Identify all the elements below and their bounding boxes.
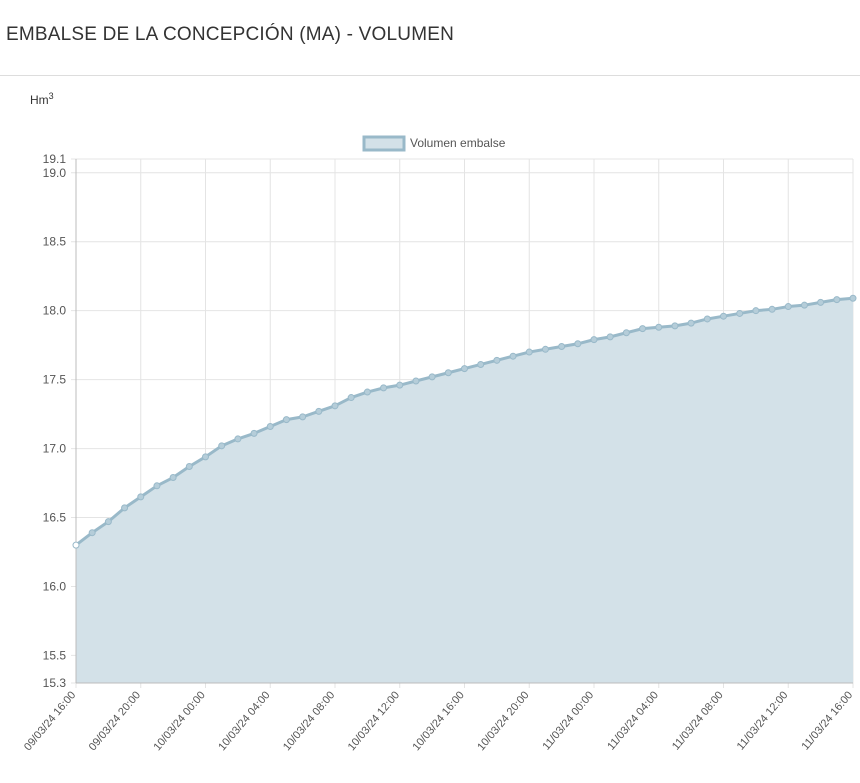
- x-tick-label: 11/03/24 04:00: [605, 689, 661, 752]
- series-area-fill: [76, 298, 853, 683]
- data-point: [169, 474, 177, 482]
- x-tick-label: 10/03/24 16:00: [410, 689, 466, 753]
- data-point: [655, 323, 663, 331]
- x-tick-label: 10/03/24 12:00: [346, 689, 402, 753]
- y-tick-label: 16.5: [43, 511, 67, 525]
- data-point: [687, 319, 695, 327]
- data-point: [380, 384, 388, 392]
- data-point: [833, 296, 841, 304]
- data-point: [396, 381, 404, 389]
- data-point: [315, 407, 323, 415]
- x-tick-label: 09/03/24 20:00: [87, 689, 143, 753]
- data-point: [347, 394, 355, 402]
- data-point: [153, 482, 161, 490]
- y-tick-label: 17.5: [43, 373, 67, 387]
- data-point: [574, 340, 582, 348]
- x-tick-label: 10/03/24 08:00: [281, 689, 337, 753]
- y-tick-label: 18.0: [43, 304, 67, 318]
- data-point: [88, 529, 96, 537]
- x-axis-ticks: 09/03/24 16:00 09/03/24 20:00 10/03/24 00:…: [22, 689, 855, 753]
- x-tick-label: 10/03/24 00:00: [151, 689, 207, 753]
- data-point: [444, 369, 452, 377]
- data-point: [703, 315, 711, 323]
- data-point: [428, 373, 436, 381]
- data-point: [720, 312, 727, 320]
- axes: [75, 159, 853, 684]
- data-point: [412, 377, 420, 385]
- data-point: [752, 307, 760, 315]
- y-tick-label: 16.0: [43, 579, 67, 593]
- data-point: [282, 416, 290, 424]
- page-title: EMBALSE DE LA CONCEPCIÓN (MA) - VOLUMEN: [6, 24, 455, 45]
- data-point: [493, 356, 501, 364]
- x-tick-label: 11/03/24 08:00: [670, 689, 726, 752]
- y-tick-label: 15.5: [43, 648, 67, 662]
- data-point: [849, 294, 857, 302]
- data-point: [234, 435, 242, 443]
- x-tick-label: 10/03/24 20:00: [475, 689, 531, 753]
- data-point: [250, 429, 258, 437]
- y-tick-label: 19.0: [43, 166, 67, 180]
- x-tick-label: 10/03/24 04:00: [216, 689, 272, 753]
- x-tick-label: 11/03/24 00:00: [540, 689, 596, 752]
- data-point: [590, 336, 598, 344]
- data-point: [363, 388, 371, 396]
- series-points: [72, 294, 857, 549]
- x-tick-label: 11/03/24 16:00: [799, 689, 855, 752]
- data-point: [541, 345, 549, 353]
- y-tick-label: 18.5: [43, 235, 67, 249]
- data-point: [784, 303, 792, 311]
- x-tick-label: 09/03/24 16:00: [22, 689, 78, 753]
- data-point: [477, 360, 485, 368]
- data-point: [185, 463, 193, 471]
- data-point: [671, 322, 679, 330]
- data-point: [525, 348, 533, 356]
- data-point: [817, 298, 825, 306]
- data-point: [736, 309, 744, 317]
- title-divider: [0, 75, 860, 76]
- data-point: [461, 365, 468, 373]
- data-point: [768, 305, 776, 313]
- data-point: [202, 453, 209, 461]
- y-tick-label: 17.0: [43, 442, 67, 456]
- data-point: [800, 301, 808, 309]
- legend-swatch[interactable]: [362, 135, 406, 152]
- data-point: [121, 504, 129, 512]
- data-point: [72, 541, 80, 549]
- y-axis-unit: Hm3: [30, 91, 54, 107]
- data-point: [639, 325, 647, 333]
- legend-label[interactable]: Volumen embalse: [410, 136, 506, 150]
- data-point: [622, 329, 630, 337]
- data-point: [331, 402, 339, 410]
- data-point: [218, 442, 226, 450]
- data-point: [137, 493, 145, 501]
- data-point: [299, 413, 307, 421]
- y-tick-label: 15.3: [43, 676, 67, 690]
- data-point: [509, 352, 517, 360]
- data-point: [606, 333, 614, 341]
- legend[interactable]: Volumen embalse: [362, 135, 506, 152]
- data-point: [266, 423, 274, 431]
- y-axis-ticks: 15.3 15.5 16.0 16.5 17.0 17.5 18.0 18.5 19.019.1: [43, 152, 67, 690]
- data-point: [558, 343, 566, 351]
- x-tick-label: 11/03/24 12:00: [735, 689, 791, 752]
- data-point: [104, 518, 112, 526]
- y-tick-label: 19.1: [43, 152, 67, 166]
